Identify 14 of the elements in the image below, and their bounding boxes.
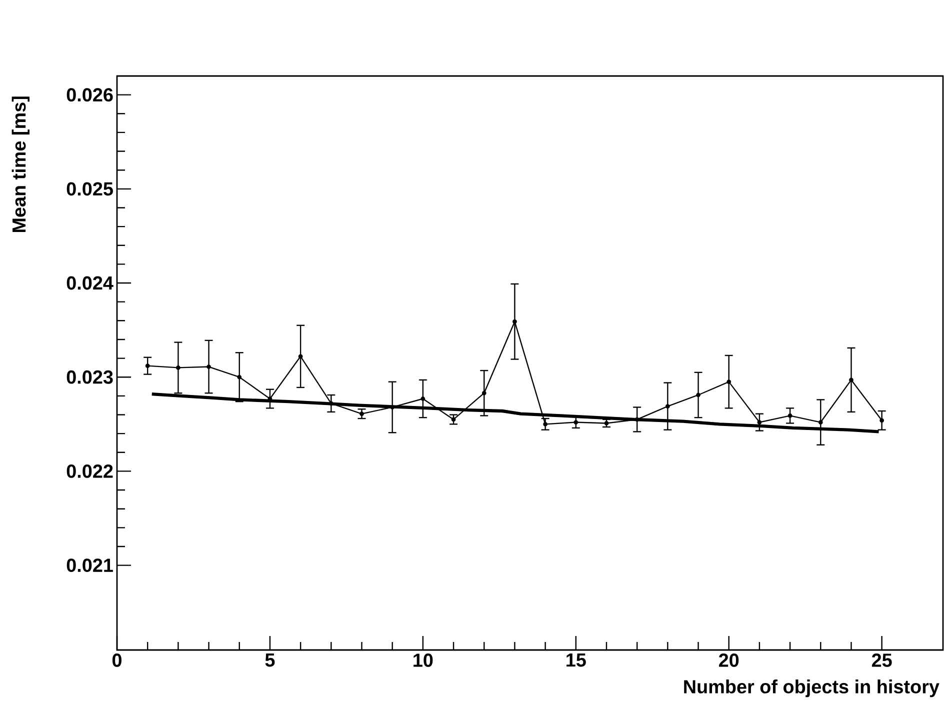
x-tick-label: 20 <box>718 654 739 667</box>
x-tick-label: 15 <box>566 654 586 667</box>
y-tick-label: 0.024 <box>66 276 114 290</box>
y-tick-label: 0.023 <box>66 370 113 384</box>
x-axis-title: Number of objects in history <box>684 680 940 698</box>
y-tick-label: 0.022 <box>66 464 113 478</box>
x-tick-label: 10 <box>414 654 433 667</box>
x-tick-label: 0 <box>112 654 122 667</box>
x-tick-label: 25 <box>872 654 892 667</box>
y-tick-label: 0.021 <box>66 558 113 572</box>
x-tick-label: 5 <box>265 654 275 667</box>
y-tick-label: 0.025 <box>66 182 113 196</box>
y-tick-label: 0.026 <box>66 88 113 102</box>
y-axis-title: Mean time [ms] <box>12 96 30 232</box>
